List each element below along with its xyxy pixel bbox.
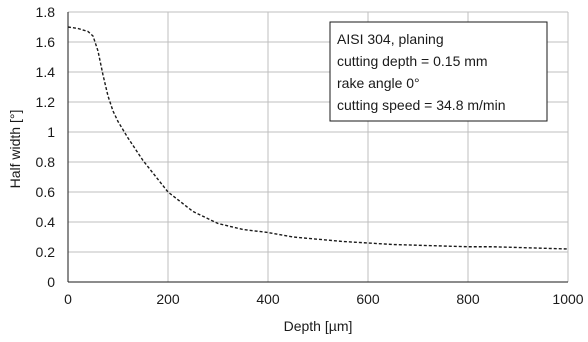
y-tick-label: 1.8 (36, 4, 56, 20)
annotation-line-4: cutting speed = 34.8 m/min (337, 97, 506, 113)
x-tick-label: 0 (64, 291, 72, 307)
annotation-box: AISI 304, planing cutting depth = 0.15 m… (329, 21, 548, 122)
series-line (67, 26, 569, 250)
y-tick-label: 0 (47, 274, 55, 290)
x-tick-label: 800 (456, 291, 480, 307)
annotation-border (329, 21, 548, 122)
y-tick-label: 1.2 (36, 94, 56, 110)
y-tick-label: 1 (47, 124, 55, 140)
y-tick-label: 0.4 (36, 214, 56, 230)
annotation-line-1: AISI 304, planing (337, 31, 444, 47)
series-layer (67, 26, 569, 250)
tick-labels: 0 0.2 0.4 0.6 0.8 1 1.2 1.4 1.6 1.8 0 200 400 600 800 1… (36, 4, 584, 307)
y-tick-label: 0.2 (36, 244, 56, 260)
y-axis-label: Half width [°] (7, 110, 23, 189)
y-tick-label: 1.6 (36, 34, 56, 50)
x-tick-label: 1000 (552, 291, 583, 307)
x-axis-label: Depth [µm] (284, 318, 353, 334)
y-tick-label: 0.8 (36, 154, 56, 170)
y-tick-label: 0.6 (36, 184, 56, 200)
x-tick-label: 400 (256, 291, 280, 307)
y-tick-label: 1.4 (36, 64, 56, 80)
x-tick-label: 600 (356, 291, 380, 307)
annotation-line-2: cutting depth = 0.15 mm (337, 53, 488, 69)
axes (67, 12, 568, 283)
annotation-line-3: rake angle 0° (337, 75, 420, 91)
x-tick-label: 200 (156, 291, 180, 307)
